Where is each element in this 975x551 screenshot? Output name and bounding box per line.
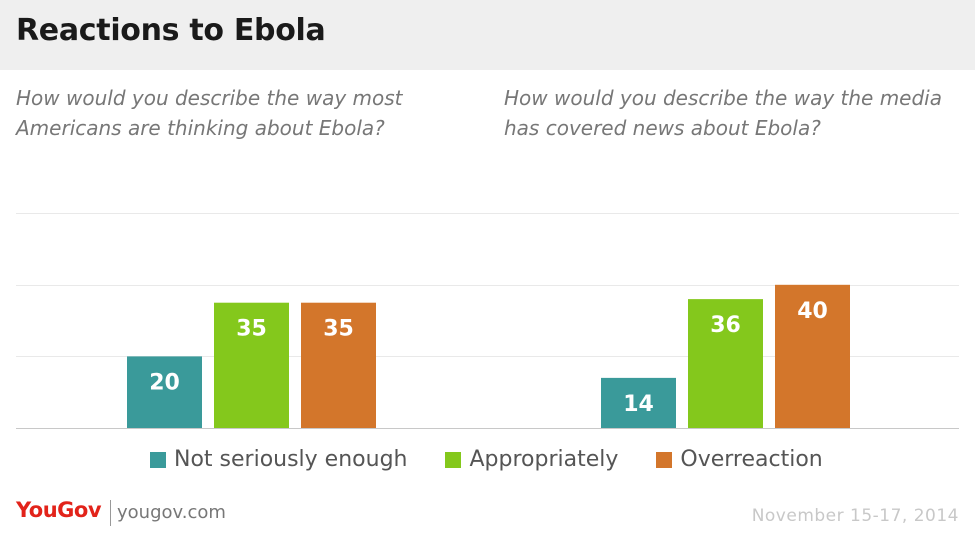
bar-chart2-overreaction [775,284,850,428]
bar-chart1-appropriately [214,302,289,428]
data-label-chart1-overreaction: 35 [323,317,354,342]
legend-label-appropriately: Appropriately [469,447,619,472]
legend-label-overreaction: Overreaction [680,447,823,472]
survey-date: November 15-17, 2014 [751,506,959,526]
legend: Not seriously enough Appropriately Overr… [150,447,861,472]
data-label-chart1-not-seriously-enough: 20 [149,370,180,395]
legend-swatch-not-seriously-enough [150,451,166,468]
legend-item-appropriately: Appropriately [445,447,618,472]
question-left: How would you describe the way most Amer… [16,86,403,140]
bar-chart1-not-seriously-enough [127,356,202,428]
site-url: yougov.com [117,502,226,523]
yougov-logo: YouGov [16,498,102,522]
bar-chart2-not-seriously-enough [601,377,676,428]
footer-divider [110,500,111,526]
bar-chart1-overreaction [301,302,376,428]
data-label-chart1-appropriately: 35 [236,317,267,342]
question-right: How would you describe the way the media… [504,86,942,140]
legend-swatch-overreaction [656,451,673,468]
page-title: Reactions to Ebola [16,13,326,48]
data-label-chart2-overreaction: 40 [797,299,828,324]
data-label-chart2-appropriately: 36 [710,313,741,338]
header-bar: Reactions to Ebola [0,0,975,70]
legend-item-not-seriously-enough: Not seriously enough [150,447,407,472]
data-label-chart2-not-seriously-enough: 14 [623,392,654,417]
legend-label-not-seriously-enough: Not seriously enough [174,447,408,472]
bar-chart2-appropriately [688,299,763,428]
legend-item-overreaction: Overreaction [656,447,823,472]
legend-swatch-appropriately [445,451,462,468]
